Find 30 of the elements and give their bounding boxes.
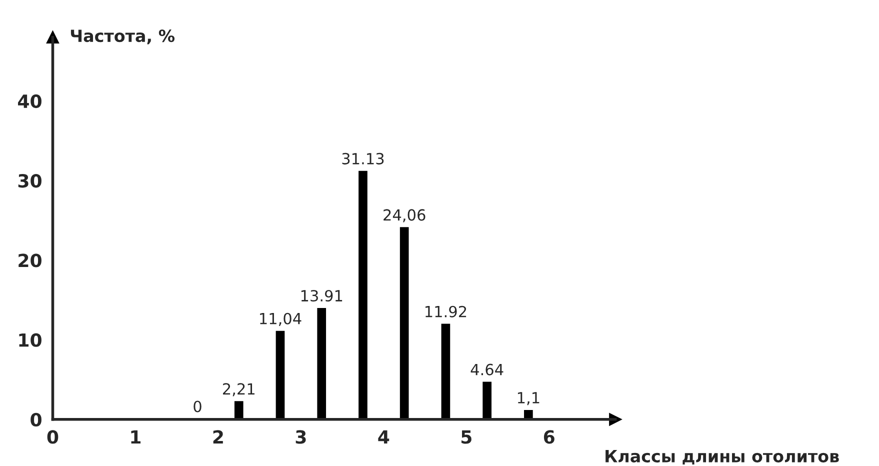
x-tick-label: 5 <box>462 430 472 444</box>
x-tick-label: 1 <box>131 430 141 444</box>
bar <box>358 170 368 420</box>
data-label: 1,1 <box>518 392 540 406</box>
bar <box>482 382 492 420</box>
x-tick-label: 4 <box>378 430 390 444</box>
data-label: 2,21 <box>222 383 254 396</box>
x-tick-label: 2 <box>213 430 223 444</box>
bar <box>317 308 326 420</box>
bar <box>441 324 450 420</box>
bar <box>400 227 409 420</box>
data-label: 31.13 <box>342 152 384 164</box>
y-tick-label: 10 <box>19 333 42 347</box>
data-label: 11.92 <box>426 306 466 318</box>
data-label: 4.64 <box>470 364 504 376</box>
x-tick-label: 6 <box>544 430 554 444</box>
bar <box>234 401 244 420</box>
data-label: 13.91 <box>301 290 342 302</box>
y-tick-label: 40 <box>18 94 42 108</box>
x-tick-label: 0 <box>47 430 58 444</box>
y-tick-label: 30 <box>18 174 42 188</box>
x-tick-label: 3 <box>296 430 306 444</box>
y-tick-label: 20 <box>18 254 42 268</box>
data-label: 11,04 <box>260 312 302 326</box>
y-tick-label: 0 <box>30 412 42 427</box>
bar <box>276 330 285 420</box>
x-axis-title: Классы длины отолитов <box>606 450 839 465</box>
y-axis-title: Частота, % <box>70 30 175 44</box>
data-label: 24,06 <box>384 209 426 222</box>
data-label: 0 <box>194 400 202 412</box>
